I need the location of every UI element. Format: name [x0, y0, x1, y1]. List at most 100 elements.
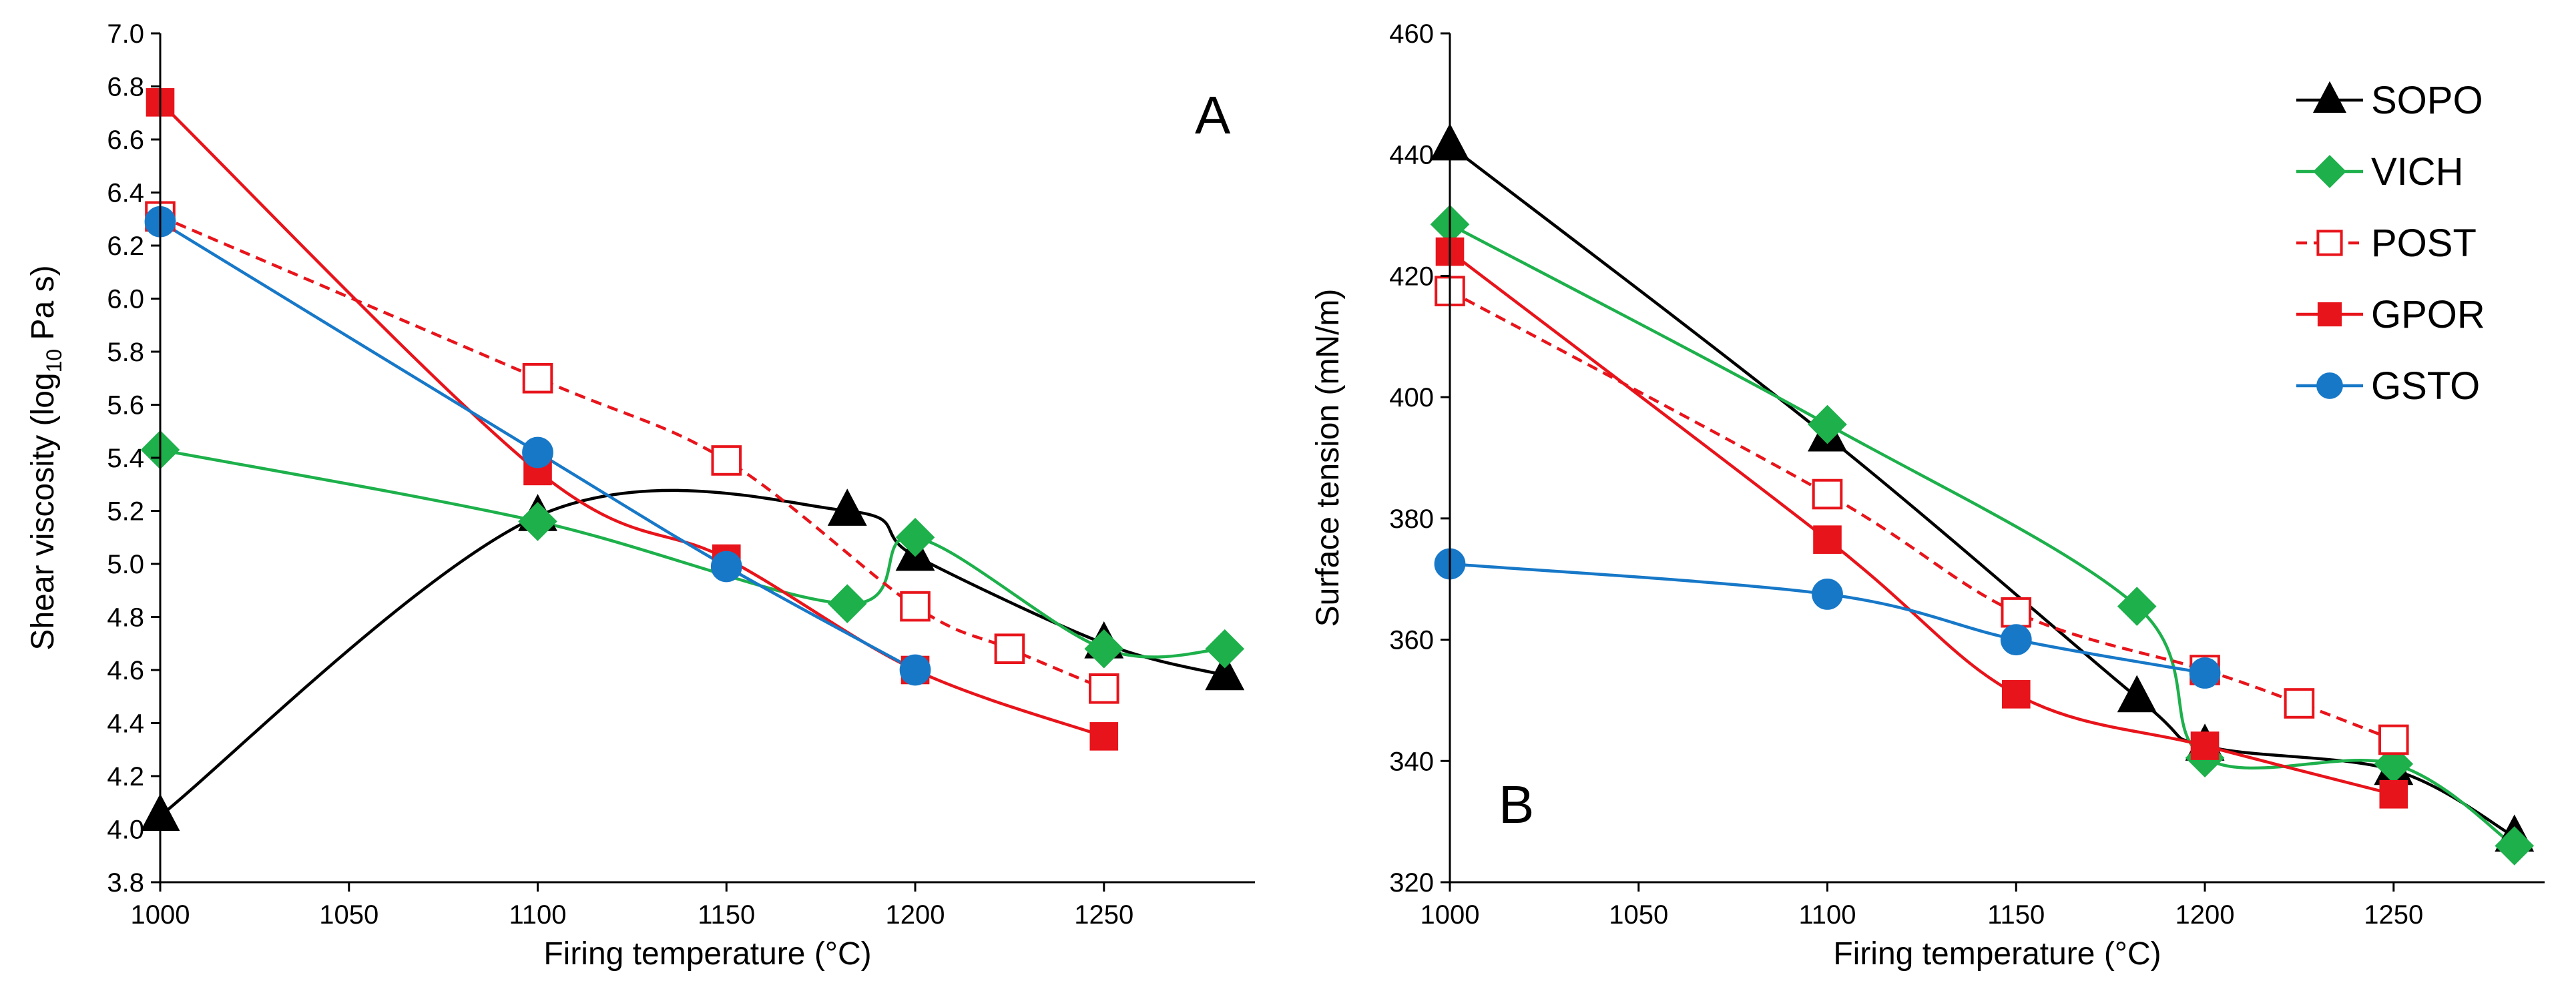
- series-line-gpor: [159, 101, 1105, 738]
- y-tick-label: 5.8: [107, 338, 144, 367]
- data-point-post: [900, 591, 931, 622]
- y-tick-label: 4.2: [107, 762, 144, 791]
- x-tick-label: 1250: [2364, 900, 2423, 930]
- data-point-vich: [1205, 629, 1245, 669]
- data-point-gsto: [2189, 657, 2221, 689]
- data-point-vich: [827, 584, 867, 623]
- data-point-gpor: [2190, 731, 2220, 760]
- panel-a-x-axis-label: Firing temperature (°C): [543, 936, 871, 972]
- legend-marker-sopo: [2312, 81, 2347, 113]
- panel-a-series-lines: [159, 101, 1226, 817]
- panel-b-letter: B: [1499, 775, 1534, 834]
- y-tick-label: 6.0: [107, 285, 144, 314]
- y-tick-label: 6.2: [107, 232, 144, 261]
- data-point-vich: [518, 502, 557, 541]
- y-tick-label: 320: [1389, 868, 1434, 898]
- panel-a-letter: A: [1195, 85, 1231, 145]
- x-tick-label: 1050: [319, 900, 378, 930]
- panel-b-series-markers: [1430, 123, 2535, 866]
- legend-label-gpor: GPOR: [2371, 293, 2485, 336]
- data-point-gsto: [710, 551, 742, 583]
- y-tick-label: 6.4: [107, 179, 144, 208]
- x-tick-label: 1150: [1987, 900, 2045, 930]
- panel-a-y-axis-label-subscript: 10: [42, 349, 66, 373]
- panel-a-y-axis-label: Shear viscosity (log10 Pa s): [25, 265, 66, 650]
- data-point-gsto: [1812, 579, 1843, 610]
- series-line-gsto: [159, 220, 917, 671]
- data-point-gsto: [522, 436, 553, 468]
- panel-b-series-lines: [1449, 144, 2516, 848]
- y-tick-label: 6.8: [107, 73, 144, 102]
- data-point-post: [1812, 478, 1843, 510]
- legend-label-vich: VICH: [2371, 150, 2464, 194]
- legend: SOPO VICH POST GPOR GSTO: [2296, 79, 2485, 408]
- panel-a-x-tick-labels: 1000 1050 1100 1150 1200 1250: [131, 900, 1134, 930]
- y-tick-label: 360: [1389, 626, 1434, 655]
- data-point-gpor: [2001, 680, 2031, 709]
- y-tick-label: 460: [1389, 19, 1434, 49]
- panel-a-axes: [151, 32, 1255, 892]
- data-point-gpor: [2379, 779, 2408, 809]
- panel-b-axes: [1441, 32, 2545, 892]
- y-tick-label: 5.4: [107, 444, 144, 473]
- x-tick-label: 1250: [1074, 900, 1133, 930]
- data-point-vich: [1808, 404, 1847, 444]
- x-tick-label: 1050: [1609, 900, 1668, 930]
- y-tick-label: 420: [1389, 262, 1434, 291]
- series-line-post: [160, 215, 1105, 690]
- panel-b-x-axis-label: Firing temperature (°C): [1833, 936, 2161, 972]
- panel-b-y-axis-label: Surface tension (mN/m): [1310, 289, 1346, 627]
- x-tick-label: 1000: [131, 900, 190, 930]
- panel-a-y-axis-label-tail: Pa s): [25, 265, 61, 348]
- x-tick-label: 1100: [509, 900, 567, 930]
- data-point-post: [1088, 673, 1119, 704]
- y-tick-label: 440: [1389, 141, 1434, 170]
- legend-marker-post: [2316, 230, 2343, 256]
- legend-label-post: POST: [2371, 222, 2477, 265]
- series-line-gsto: [1449, 562, 2206, 675]
- data-point-post: [2001, 597, 2032, 628]
- series-line-vich: [1449, 223, 2516, 848]
- y-tick-label: 5.0: [107, 550, 144, 579]
- y-tick-label: 4.0: [107, 815, 144, 845]
- data-point-post: [994, 633, 1025, 665]
- panel-a-y-tick-labels: 3.8 4.0 4.2 4.4 4.6 4.8 5.0 5.2 5.4 5.6 5.8 6.0 6.2 6…: [107, 19, 144, 898]
- x-tick-label: 1200: [2175, 900, 2235, 930]
- y-tick-label: 380: [1389, 505, 1434, 534]
- y-tick-label: 340: [1389, 747, 1434, 776]
- y-tick-label: 5.2: [107, 497, 144, 527]
- data-point-gpor: [1089, 722, 1119, 751]
- y-tick-label: 400: [1389, 383, 1434, 412]
- x-tick-label: 1150: [698, 900, 755, 930]
- legend-marker-gpor: [2317, 302, 2342, 327]
- y-tick-label: 5.6: [107, 391, 144, 420]
- legend-label-sopo: SOPO: [2371, 79, 2483, 122]
- y-tick-label: 3.8: [107, 868, 144, 898]
- series-line-gpor: [1449, 250, 2394, 796]
- y-tick-label: 6.6: [107, 125, 144, 155]
- x-tick-label: 1100: [1799, 900, 1856, 930]
- data-point-post: [2284, 688, 2315, 719]
- data-point-sopo: [827, 488, 867, 526]
- panel-a-y-axis-label-main: Shear viscosity (log: [25, 372, 61, 650]
- series-line-sopo: [1449, 144, 2515, 838]
- data-point-sopo: [1205, 653, 1245, 691]
- data-point-sopo: [2117, 675, 2157, 713]
- data-point-vich: [1084, 629, 1124, 669]
- y-tick-label: 4.8: [107, 603, 144, 633]
- panel-b-x-tick-labels: 1000 1050 1100 1150 1200 1250: [1421, 900, 2424, 930]
- data-point-post: [711, 445, 742, 476]
- series-line-sopo: [159, 488, 1226, 817]
- data-point-post: [522, 362, 553, 394]
- x-tick-label: 1000: [1421, 900, 1480, 930]
- panel-a-chart: 3.8 4.0 4.2 4.4 4.6 4.8 5.0 5.2 5.4 5.6 5.8 6.0 6.2 6…: [25, 19, 1255, 972]
- x-tick-label: 1200: [886, 900, 945, 930]
- panel-b-chart: 320 340 360 380 400 420 440 460 1000 1050 1100 115…: [1310, 19, 2545, 972]
- legend-marker-gsto: [2316, 372, 2343, 399]
- legend-label-gsto: GSTO: [2371, 364, 2480, 408]
- data-point-gsto: [899, 654, 931, 686]
- y-tick-label: 7.0: [107, 19, 144, 49]
- panel-b-y-tick-labels: 320 340 360 380 400 420 440 460: [1389, 19, 1434, 898]
- y-tick-label: 4.6: [107, 656, 144, 685]
